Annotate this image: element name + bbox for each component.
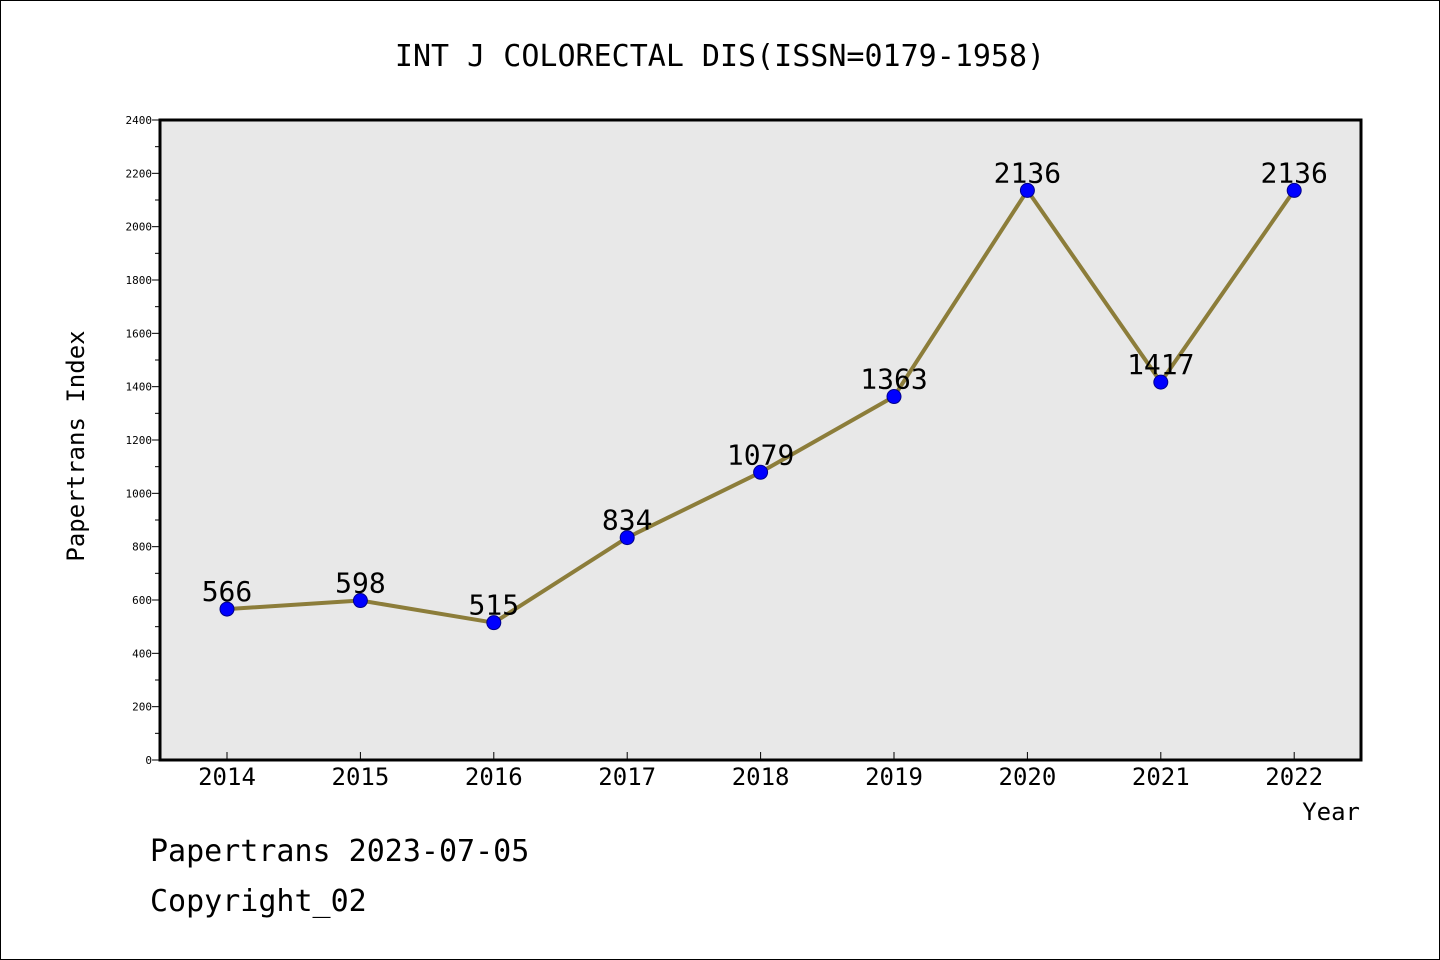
x-axis-label: Year <box>1302 798 1360 826</box>
x-tick-label: 2021 <box>1132 763 1190 791</box>
data-point <box>753 464 769 480</box>
y-axis: 0 200 400 600 800 1000 1200 1400 1600 1800 2000 220… <box>126 114 160 767</box>
x-tick-label: 2019 <box>865 763 923 791</box>
footer-date-line: Papertrans 2023-07-05 <box>150 834 530 869</box>
y-tick-label: 200 <box>132 701 152 714</box>
y-tick-label: 600 <box>132 594 152 607</box>
y-tick-label: 400 <box>132 647 152 660</box>
data-point <box>1019 182 1035 198</box>
data-label: 1079 <box>727 438 794 471</box>
y-tick-label: 1400 <box>126 381 153 394</box>
y-tick-label: 0 <box>145 754 152 767</box>
data-label: 1417 <box>1127 348 1194 381</box>
data-label: 1363 <box>860 363 927 396</box>
data-label: 598 <box>335 567 386 600</box>
data-point <box>352 593 368 609</box>
plot-area <box>158 118 1363 762</box>
x-tick-label: 2015 <box>332 763 390 791</box>
data-label: 2136 <box>1260 156 1327 189</box>
data-point <box>886 389 902 405</box>
x-tick-label: 2014 <box>198 763 256 791</box>
y-tick-label: 1000 <box>126 487 153 500</box>
data-label: 2136 <box>994 156 1061 189</box>
y-tick-label: 800 <box>132 541 152 554</box>
series-layer: 566 598 515 834 1079 1363 2136 1417 2136 <box>202 156 1328 631</box>
data-label: 566 <box>202 575 253 608</box>
chart-title: INT J COLORECTAL DIS(ISSN=0179-1958) <box>395 39 1045 74</box>
y-tick-label: 2000 <box>126 221 153 234</box>
y-tick-label: 1600 <box>126 327 153 340</box>
y-tick-label: 1800 <box>126 274 153 287</box>
x-tick-label: 2016 <box>465 763 523 791</box>
x-tick-label: 2017 <box>598 763 656 791</box>
footer-copyright-line: Copyright_02 <box>150 884 367 919</box>
data-label: 515 <box>469 589 520 622</box>
x-axis: 2014 2015 2016 2017 2018 2019 2020 2021 2022 <box>198 752 1323 791</box>
data-label: 834 <box>602 504 653 537</box>
y-axis-label: Papertrans Index <box>62 330 90 561</box>
data-point <box>219 601 235 617</box>
y-tick-label: 2200 <box>126 167 153 180</box>
y-tick-label: 1200 <box>126 434 153 447</box>
y-tick-label: 2400 <box>126 114 153 127</box>
data-point <box>1153 374 1169 390</box>
data-point <box>619 530 635 546</box>
data-point <box>1286 182 1302 198</box>
data-point <box>486 615 502 631</box>
x-tick-label: 2018 <box>732 763 790 791</box>
x-tick-label: 2022 <box>1265 763 1323 791</box>
x-tick-label: 2020 <box>999 763 1057 791</box>
